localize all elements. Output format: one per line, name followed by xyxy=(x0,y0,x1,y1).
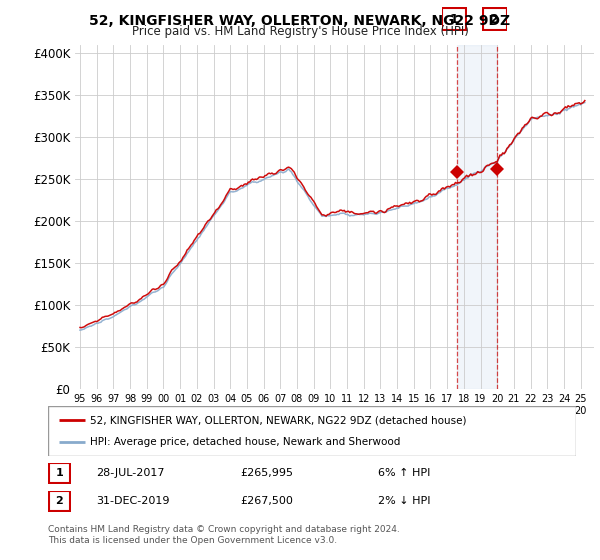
Text: £265,995: £265,995 xyxy=(240,468,293,478)
FancyBboxPatch shape xyxy=(49,463,70,483)
FancyBboxPatch shape xyxy=(483,8,506,30)
Text: 52, KINGFISHER WAY, OLLERTON, NEWARK, NG22 9DZ (detached house): 52, KINGFISHER WAY, OLLERTON, NEWARK, NG… xyxy=(90,415,467,425)
Text: 52, KINGFISHER WAY, OLLERTON, NEWARK, NG22 9DZ: 52, KINGFISHER WAY, OLLERTON, NEWARK, NG… xyxy=(89,14,511,28)
FancyBboxPatch shape xyxy=(442,8,466,30)
Text: Price paid vs. HM Land Registry's House Price Index (HPI): Price paid vs. HM Land Registry's House … xyxy=(131,25,469,38)
Text: HPI: Average price, detached house, Newark and Sherwood: HPI: Average price, detached house, Newa… xyxy=(90,437,401,447)
Text: £267,500: £267,500 xyxy=(240,496,293,506)
FancyBboxPatch shape xyxy=(49,491,70,511)
Text: 1: 1 xyxy=(450,12,458,26)
Bar xyxy=(457,45,497,389)
Text: 1: 1 xyxy=(56,468,63,478)
Text: 31-DEC-2019: 31-DEC-2019 xyxy=(96,496,170,506)
Text: Contains HM Land Registry data © Crown copyright and database right 2024.
This d: Contains HM Land Registry data © Crown c… xyxy=(48,525,400,545)
Text: 2: 2 xyxy=(56,496,63,506)
Text: 2% ↓ HPI: 2% ↓ HPI xyxy=(378,496,431,506)
FancyBboxPatch shape xyxy=(48,406,576,456)
Text: 28-JUL-2017: 28-JUL-2017 xyxy=(96,468,164,478)
Text: 6% ↑ HPI: 6% ↑ HPI xyxy=(378,468,430,478)
Text: 2: 2 xyxy=(490,12,499,26)
